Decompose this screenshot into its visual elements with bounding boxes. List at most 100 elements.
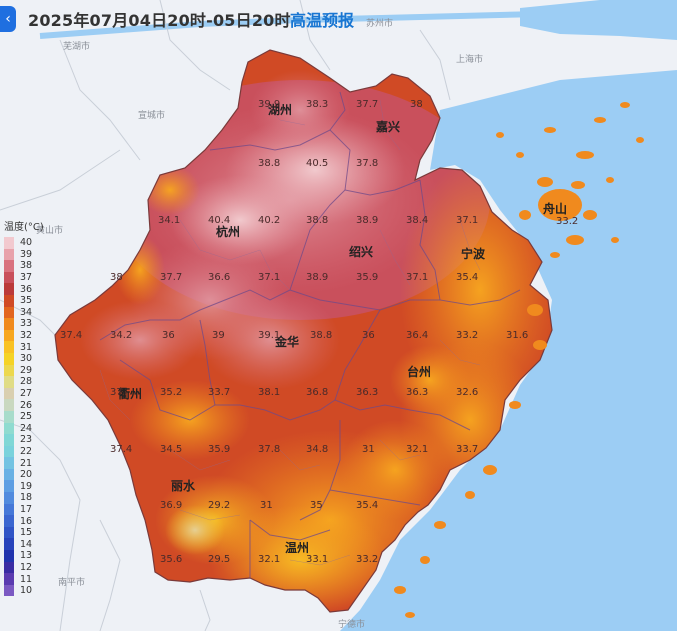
legend-label: 37 (20, 272, 33, 284)
temperature-value: 29.5 (208, 554, 230, 565)
legend-swatch (4, 387, 14, 400)
legend-label: 27 (20, 388, 33, 400)
temperature-value: 38.8 (306, 215, 328, 226)
temperature-value: 37.1 (258, 272, 280, 283)
legend-label: 11 (20, 573, 33, 585)
legend-item: 35 (4, 294, 48, 307)
legend-item: 34 (4, 306, 48, 319)
zhejiang-outline (54, 49, 553, 613)
legend-swatch (4, 248, 14, 261)
legend-label: 18 (20, 492, 33, 504)
temperature-value: 38.1 (258, 387, 280, 398)
province-boundaries (0, 0, 451, 631)
temperature-value: 39.9 (258, 99, 280, 110)
temperature-value: 36 (362, 330, 375, 341)
legend-label: 20 (20, 469, 33, 481)
temperature-value: 37.8 (258, 444, 280, 455)
temperature-value: 32.1 (258, 554, 280, 565)
legend-scale: 40 39 38 37 36 35 34 33 32 31 30 29 28 27 26 25 24 23 22 21… (4, 237, 48, 597)
legend-item: 22 (4, 445, 48, 458)
back-button[interactable]: ‹ (0, 6, 16, 32)
temperature-labels: 39.9 38.3 37.7 38 38.8 40.5 37.8 34.1 40.4 40.2 38… (60, 99, 578, 565)
city-label-zhoushan: 舟山 (543, 201, 567, 216)
temperature-value: 34.8 (306, 444, 328, 455)
temperature-value: 36.3 (406, 387, 428, 398)
legend-swatch (4, 573, 14, 585)
temperature-value: 38.9 (306, 272, 328, 283)
legend-label: 19 (20, 480, 33, 492)
temperature-value: 37.8 (356, 158, 378, 169)
legend-swatch (4, 480, 14, 493)
temperature-value: 35.2 (160, 387, 182, 398)
temperature-value: 40.4 (208, 215, 230, 226)
temperature-value: 35.4 (356, 500, 378, 511)
legend-swatch (4, 364, 14, 377)
outside-place-label: 南平市 (58, 576, 85, 588)
legend-item: 10 (4, 584, 48, 597)
temperature-value: 38.9 (356, 215, 378, 226)
legend-swatch (4, 376, 14, 388)
temperature-value: 38.8 (310, 330, 332, 341)
legend-item: 23 (4, 434, 48, 446)
temperature-value: 32.1 (406, 444, 428, 455)
city-label-jiaxing: 嘉兴 (375, 119, 400, 134)
legend-label: 35 (20, 295, 33, 307)
legend-label: 14 (20, 538, 33, 550)
temperature-value: 40.5 (306, 158, 328, 169)
header: ‹ 2025年07月04日20时-05日20时 高温预报 (0, 0, 677, 36)
city-label-wenzhou: 温州 (285, 541, 309, 555)
legend-item: 26 (4, 399, 48, 411)
temperature-value: 33.2 (556, 216, 578, 227)
legend-item: 33 (4, 318, 48, 330)
legend-label: 30 (20, 353, 33, 365)
temperature-value: 33.1 (306, 554, 328, 565)
temperature-value: 37.4 (60, 330, 82, 341)
legend-item: 21 (4, 457, 48, 469)
legend-label: 22 (20, 445, 33, 457)
temperature-value: 38.8 (258, 158, 280, 169)
temperature-value: 32.6 (456, 387, 478, 398)
sea-area (340, 70, 677, 631)
city-labels: 湖州 嘉兴 杭州 绍兴 宁波 舟山 金华 衢州 台州 丽水 温州 (118, 102, 567, 555)
city-label-huzhou: 湖州 (268, 102, 292, 117)
legend-swatch (4, 492, 14, 504)
page-title: 2025年07月04日20时-05日20时 (28, 11, 291, 30)
temperature-value: 35.9 (208, 444, 230, 455)
temperature-value: 38.4 (406, 215, 428, 226)
legend-swatch (4, 237, 14, 249)
temperature-value: 36.9 (160, 500, 182, 511)
temperature-value: 37.7 (356, 99, 378, 110)
legend-item: 18 (4, 492, 48, 504)
legend-label: 28 (20, 376, 33, 388)
outside-place-label: 宣城市 (138, 109, 165, 121)
temperature-value: 37.4 (110, 444, 132, 455)
temperature-value: 29.2 (208, 500, 230, 511)
legend-swatch (4, 306, 14, 319)
city-label-shaoxing: 绍兴 (349, 244, 373, 259)
temperature-value: 31 (362, 444, 375, 455)
legend-swatch (4, 283, 14, 295)
legend-swatch (4, 584, 14, 597)
temperature-value: 35 (310, 500, 323, 511)
outside-place-label: 芜湖市 (63, 40, 90, 52)
temperature-legend: 温度(°C) 40 39 38 37 36 35 34 33 32 31 30 29 28 27 26 25 2… (4, 218, 48, 597)
legend-item: 20 (4, 468, 48, 481)
legend-label: 16 (20, 515, 33, 527)
legend-swatch (4, 422, 14, 435)
legend-swatch (4, 468, 14, 481)
temperature-value: 34.1 (158, 215, 180, 226)
temperature-value: 40.2 (258, 215, 280, 226)
outside-place-label: 宁德市 (338, 618, 365, 630)
legend-item: 15 (4, 526, 48, 539)
temperature-value: 36.3 (356, 387, 378, 398)
legend-label: 24 (20, 422, 33, 434)
legend-label: 26 (20, 399, 33, 411)
temperature-value: 38 (410, 99, 423, 110)
chevron-left-icon: ‹ (5, 11, 11, 27)
legend-item: 16 (4, 515, 48, 527)
legend-swatch (4, 515, 14, 527)
temperature-value: 35.9 (356, 272, 378, 283)
city-label-taizhou: 台州 (407, 364, 431, 379)
yangtze-estuary (520, 0, 677, 40)
